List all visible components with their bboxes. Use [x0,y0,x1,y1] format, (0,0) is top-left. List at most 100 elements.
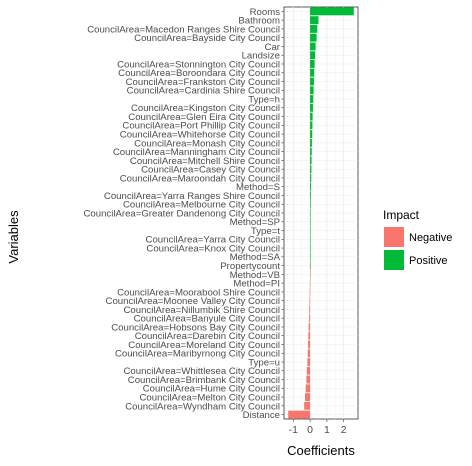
bar-27 [310,235,311,244]
y-tick-label: Type=t [251,226,280,237]
y-tick-label: CouncilArea=Hume City Council [143,384,280,395]
bar-10 [310,86,314,95]
y-tick-label: CouncilArea=Macedon Ranges Shire Council [87,24,280,35]
bar-2 [310,16,319,25]
bar-8 [310,68,315,77]
bar-37 [308,323,311,331]
y-tick-label: CouncilArea=Hobsons Bay City Council [111,322,280,333]
y-tick-label: CouncilArea=Mitchell Shire Council [130,156,280,167]
y-tick-label: CouncilArea=Stonnington City Council [117,59,280,70]
bar-38 [308,331,311,340]
bar-18 [310,156,312,165]
grid-lines [284,7,358,419]
bar-31 [310,270,311,279]
bar-41 [307,358,311,366]
y-tick-label: Type=u [248,357,280,368]
y-tick-label: CouncilArea=Boroondara City Council [118,68,280,79]
y-tick-label: CouncilArea=Yarra City Council [146,235,280,246]
y-axis-title: Variables [6,210,21,264]
bar-16 [310,138,312,147]
y-tick-label: CouncilArea=Frankston City Council [126,77,280,88]
bar-30 [310,261,311,270]
legend-title: Impact [383,208,420,222]
y-tick-label: CouncilArea=Greater Dandenong City Counc… [83,208,280,219]
bar-32 [309,279,311,288]
y-tick-label: CouncilArea=Yarra Ranges Shire Council [104,191,280,202]
y-tick-label: CouncilArea=Bayside City Council [134,33,280,44]
y-tick-label: CouncilArea=Glen Eira City Council [128,112,280,123]
y-tick-label: Method=S [236,182,280,193]
y-tick-label: CouncilArea=Whittlesea City Council [124,366,281,377]
x-tick-label: 2 [341,424,347,436]
y-tick-label: Method=VB [230,270,280,281]
bar-35 [309,305,311,314]
x-axis-title: Coefficients [287,443,355,458]
bar-46 [304,401,311,410]
bar-9 [310,77,314,86]
y-tick-label: Method=PI [233,279,280,290]
bar-24 [310,209,311,217]
y-tick-label: CouncilArea=Cardinia Shire Council [127,86,280,97]
y-tick-label: CouncilArea=Maroondah City Council [120,173,280,184]
y-tick-label: Bathroom [238,16,280,27]
bar-33 [309,287,311,296]
y-tick-label: CouncilArea=Casey City Council [141,165,280,176]
y-tick-label: CouncilArea=Maribyrnong City Council [115,349,280,360]
y-tick-label: Rooms [250,7,281,18]
x-tick-labels: -1 0 1 2 [289,419,347,436]
y-tick-label: CouncilArea=Kingston City Council [131,103,280,114]
bar-11 [310,95,314,103]
legend: Impact Negative Positive [383,208,452,270]
bar-44 [305,384,311,393]
y-tick-label: Distance [243,410,280,421]
bar-29 [310,252,311,261]
y-tick-label: CouncilArea=Moonee Valley City Council [106,296,280,307]
y-tick-label: CouncilArea=Nillumbik Shire Council [124,305,281,316]
bar-42 [306,366,311,375]
legend-label-negative: Negative [409,232,452,244]
bar-5 [310,42,316,51]
bar-6 [310,51,316,60]
y-tick-label: CouncilArea=Darebin City Council [135,331,280,342]
bar-7 [310,60,315,68]
bars-layer [288,7,354,419]
bar-47 [288,410,311,419]
bar-28 [310,244,311,253]
bar-20 [310,173,312,182]
y-tick-label: CouncilArea=Moorabool Shire Council [117,287,280,298]
bar-17 [310,147,312,156]
bar-34 [309,296,311,305]
bar-39 [308,340,311,349]
y-tick-label: Propertycount [220,261,280,272]
bar-1 [310,7,354,16]
bar-21 [310,182,312,191]
x-tick-label: -1 [289,424,298,436]
y-tick-label: CouncilArea=Whitehorse City Council [120,130,280,141]
legend-swatch-negative [384,227,404,247]
y-tick-label: Landsize [242,51,280,62]
y-tick-label: CouncilArea=Melbourne City Council [123,200,280,211]
y-tick-label: Method=SP [230,217,280,228]
bar-22 [310,191,311,200]
bar-15 [310,130,313,139]
bar-26 [310,226,311,235]
legend-label-positive: Positive [409,255,448,267]
bar-12 [310,103,313,112]
legend-swatch-positive [384,250,404,270]
y-tick-label: CouncilArea=Wyndham City Council [125,401,280,412]
x-tick-label: 0 [307,424,313,436]
bar-43 [306,375,311,384]
y-tick-label: CouncilArea=Banyule City Council [134,314,280,325]
y-tick-label: CouncilArea=Knox City Council [146,243,280,254]
bar-3 [310,24,318,33]
y-tick-label: Car [265,42,281,53]
y-tick-label: CouncilArea=Moreland City Council [128,340,280,351]
bar-19 [310,165,312,174]
y-tick-label: Type=h [248,94,280,105]
y-tick-label: CouncilArea=Manningham City Council [113,147,280,158]
y-tick-label: CouncilArea=Monash City Council [134,138,280,149]
y-tick-label: CouncilArea=Port Phillip City Council [122,121,280,132]
